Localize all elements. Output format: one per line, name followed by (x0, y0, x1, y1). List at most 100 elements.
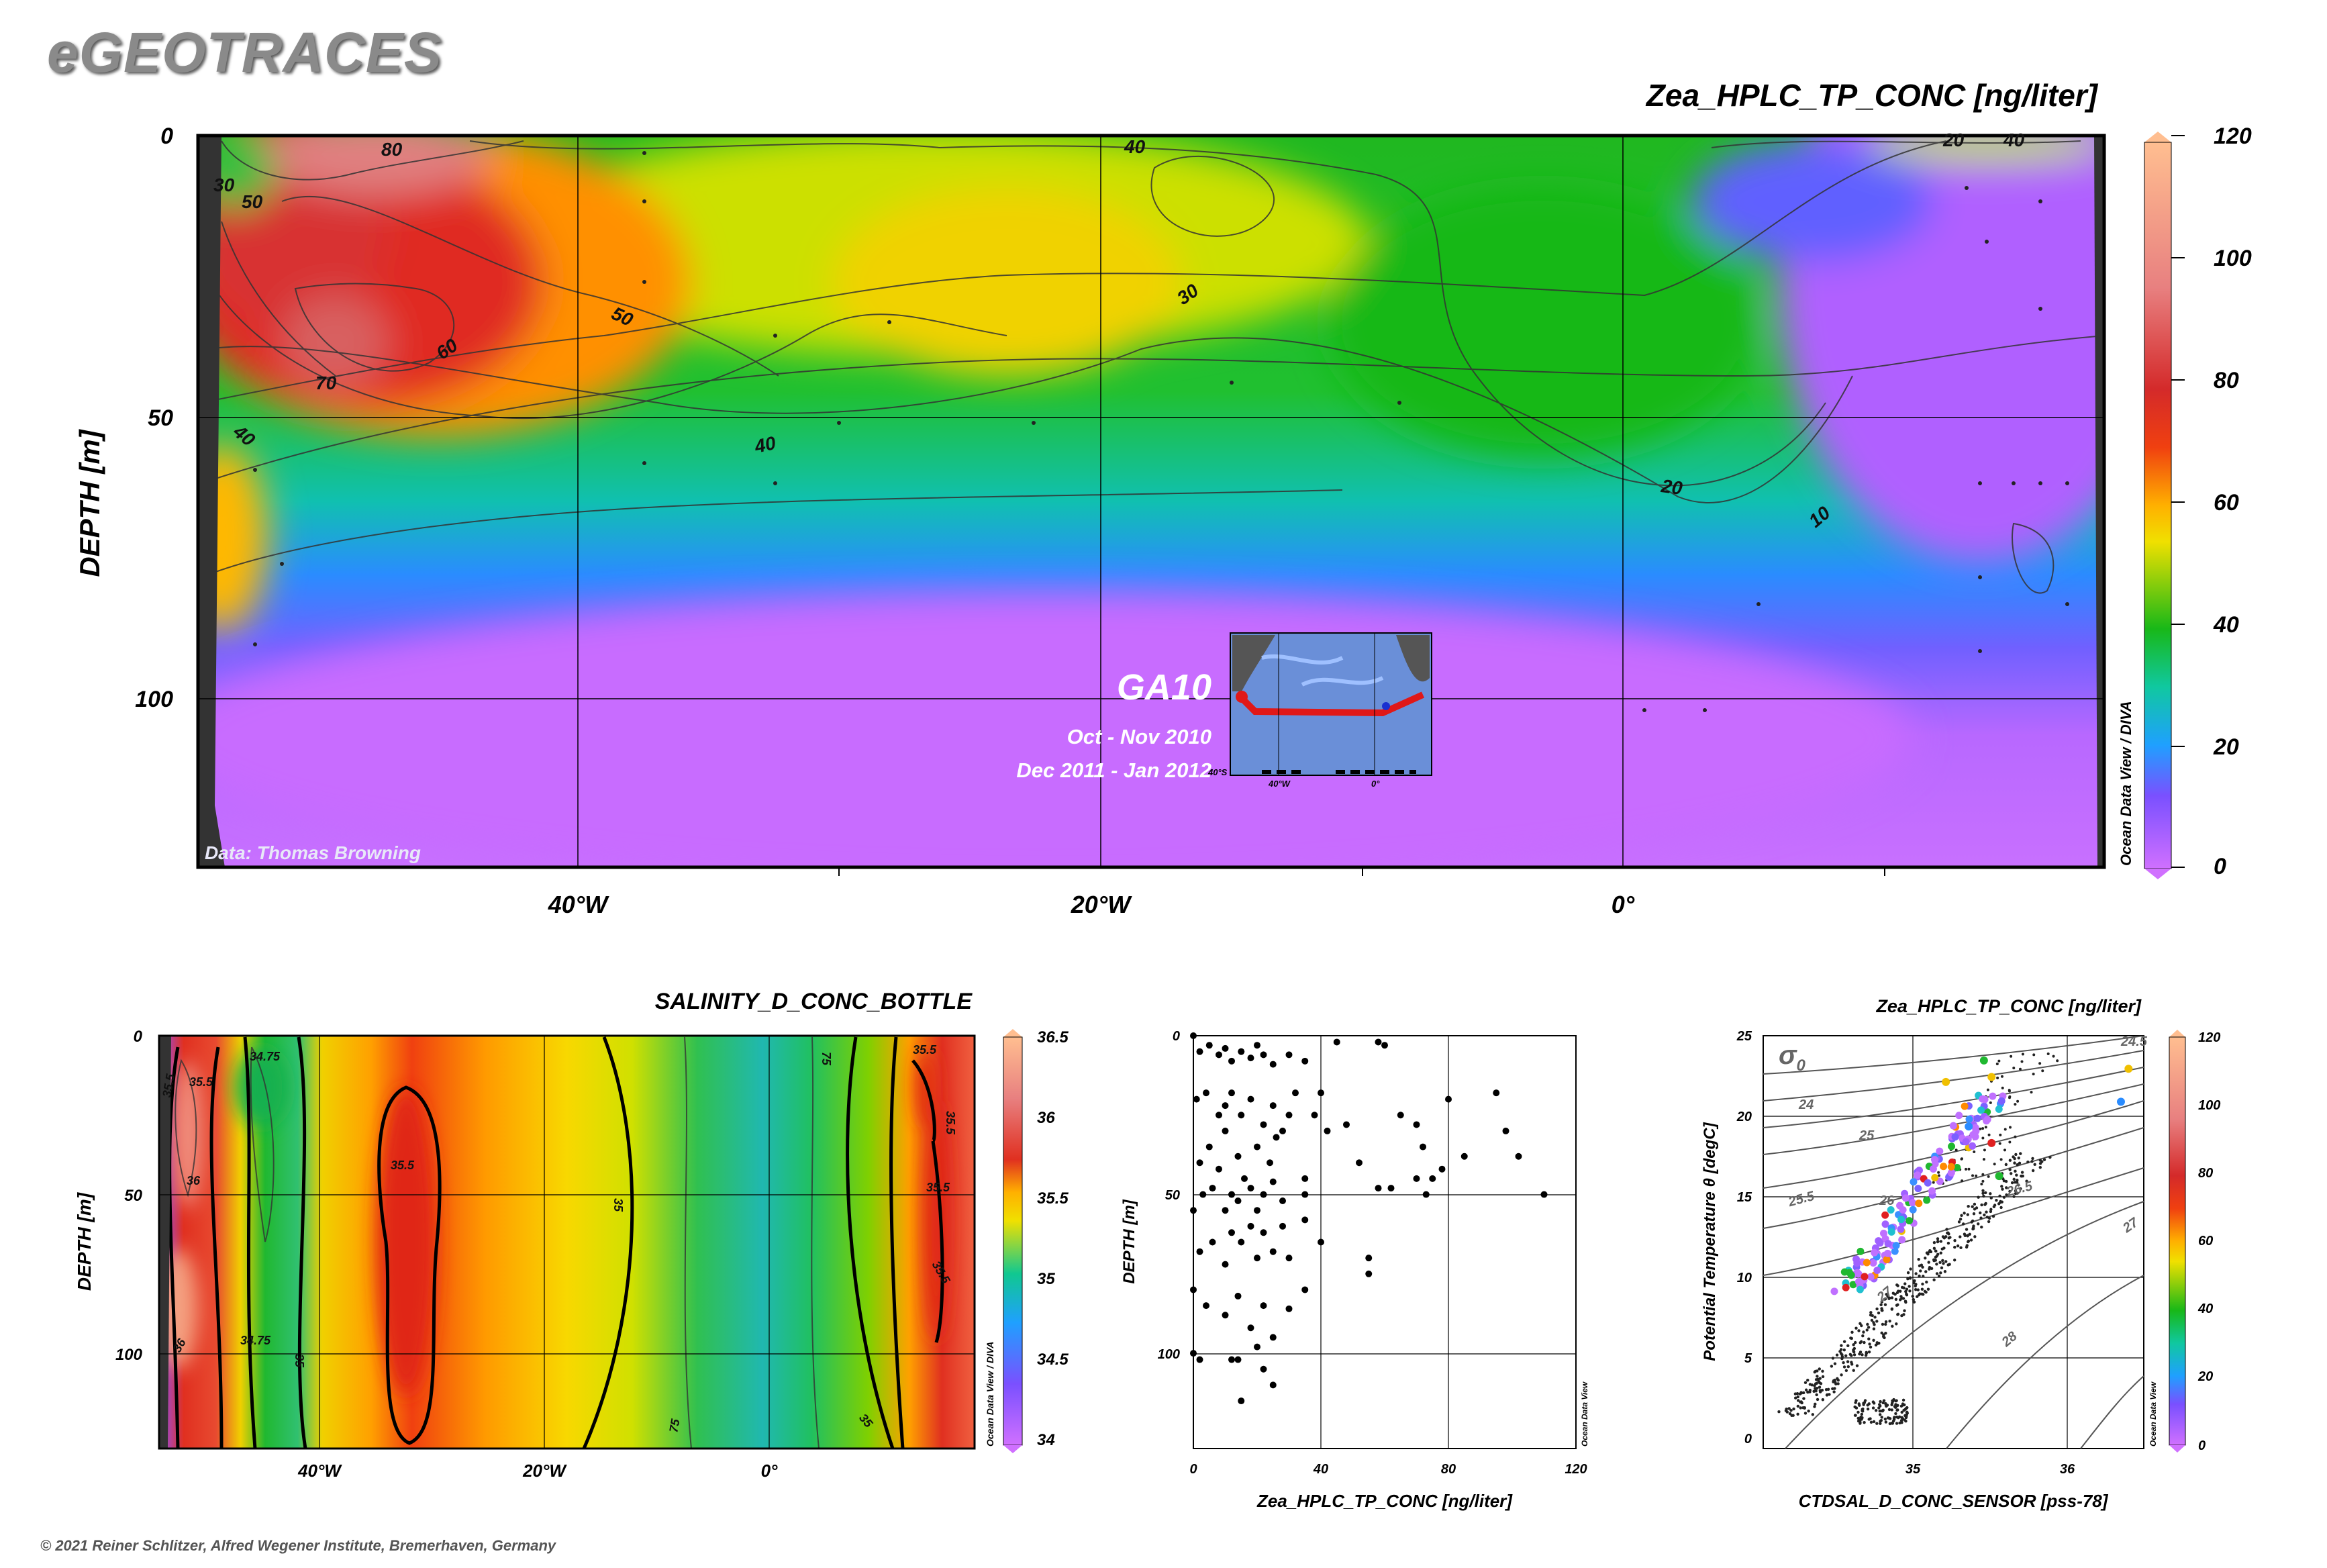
ts-point (1861, 1353, 1864, 1357)
ts-point (1983, 1148, 1986, 1152)
ts-point (1821, 1375, 1825, 1379)
ts-point (1966, 1213, 1969, 1216)
ts-point (2010, 1172, 2013, 1175)
ts-point (1998, 1142, 2001, 1145)
isopycnal-label: 24.5 (2120, 1034, 2148, 1049)
ts-point (2015, 1173, 2018, 1177)
ts-point (1984, 1191, 1987, 1195)
ts-point (1818, 1367, 1821, 1371)
cbar-tick: 34.5 (1037, 1351, 1069, 1369)
main-contour-lines (201, 140, 2104, 594)
contour-label: 35.5 (944, 1111, 957, 1135)
ts-point (1880, 1308, 1884, 1312)
ts-point (1870, 1318, 1874, 1322)
ts-point (1993, 1204, 1997, 1207)
ts-point (1971, 1174, 1975, 1177)
ts-point (1981, 1189, 1985, 1193)
ts-point (1784, 1409, 1788, 1412)
sigma-char: σ (1779, 1040, 1797, 1070)
xtick-label: 0 (1189, 1462, 1197, 1477)
ts-point (1981, 1095, 1989, 1104)
ts-point (1879, 1409, 1883, 1413)
odv-label-ts: Ocean Data View (2148, 1381, 2158, 1447)
ts-point (1946, 1231, 1949, 1235)
contour-label: 35.5 (189, 1075, 213, 1089)
cbar-tick: 20 (2213, 734, 2239, 760)
ts-point (1955, 1112, 1963, 1120)
scatter-point (1375, 1038, 1382, 1046)
ts-point (1926, 1253, 1930, 1256)
ts-point (1842, 1361, 1845, 1365)
cbar-tick: 80 (2214, 368, 2239, 393)
ts-point (2016, 1163, 2019, 1167)
ts-point (1944, 1235, 1948, 1238)
ts-point (1935, 1263, 1938, 1266)
ts-point (1982, 1194, 1985, 1198)
ts-point (1821, 1369, 1824, 1373)
scatter-point (1269, 1061, 1277, 1068)
ts-point (1979, 1216, 1983, 1220)
ts-point (1898, 1289, 1902, 1293)
scatter-point (1273, 1134, 1280, 1141)
ts-point (1850, 1330, 1854, 1334)
cbar-tick: 40 (2213, 612, 2239, 638)
ts-point (1975, 1174, 1978, 1177)
ts-point (2017, 1183, 2020, 1187)
ts-point (1917, 1257, 1920, 1261)
ts-point (1997, 1059, 2001, 1063)
ts-point (1981, 1191, 1985, 1195)
scatter-point (1254, 1207, 1260, 1214)
scatter-point (1429, 1175, 1436, 1182)
scatter-point (1292, 1089, 1299, 1097)
ts-point (1839, 1348, 1843, 1351)
ts-point (2017, 1156, 2020, 1160)
ytick-label: 5 (1744, 1351, 1752, 1366)
ts-point (1846, 1365, 1850, 1369)
ts-point (1931, 1174, 1939, 1182)
ts-point (1947, 1169, 1955, 1177)
ts-point (1936, 1237, 1940, 1240)
ts-plot-title: Zea_HPLC_TP_CONC [ng/liter] (1875, 996, 2142, 1016)
ts-point (1965, 1122, 1973, 1131)
ts-point (2005, 1193, 2008, 1197)
scatter-point (1285, 1051, 1293, 1059)
ts-point (1898, 1421, 1901, 1425)
ts-point (1972, 1212, 1976, 1216)
ts-point (1905, 1406, 1909, 1410)
ts-point (1885, 1293, 1888, 1296)
ts-point (1968, 1232, 1971, 1236)
salinity-heatmap-field (159, 1036, 975, 1449)
scatter-point (1318, 1238, 1324, 1246)
ts-point (1790, 1414, 1793, 1417)
ts-point (1854, 1326, 1858, 1330)
ts-point (2014, 1135, 2017, 1138)
scatter-point (1222, 1127, 1229, 1134)
odv-label-main: Ocean Data View / DIVA (2118, 701, 2134, 866)
ts-point (1828, 1393, 1831, 1396)
scatter-point (1438, 1165, 1446, 1173)
cbar-tick: 20 (2197, 1369, 2213, 1384)
ts-point (1966, 1240, 1970, 1244)
ts-point (1953, 1239, 1957, 1242)
ts-point (1982, 1158, 1985, 1161)
ts-point (1856, 1410, 1860, 1414)
ts-point (1840, 1344, 1843, 1347)
ts-point (1839, 1352, 1843, 1355)
scatter-point (1381, 1042, 1388, 1049)
ts-point (1903, 1403, 1906, 1407)
ts-point (1996, 1076, 1999, 1079)
ts-point (1840, 1355, 1844, 1359)
ts-point (1959, 1218, 1963, 1221)
ts-point (1971, 1226, 1975, 1230)
ts-point (1795, 1391, 1799, 1395)
ts-point (1983, 1117, 1991, 1125)
ts-point (1895, 1415, 1899, 1419)
scatter-point (1343, 1121, 1350, 1128)
ts-point (1867, 1402, 1871, 1406)
ts-point (1967, 1167, 1971, 1171)
scatter-point (1190, 1350, 1197, 1357)
ts-point (1939, 1251, 1942, 1255)
brand-logo: eGEOTRACES (47, 21, 442, 84)
ts-point (1871, 1406, 1875, 1410)
ts-point (2008, 1159, 2012, 1162)
